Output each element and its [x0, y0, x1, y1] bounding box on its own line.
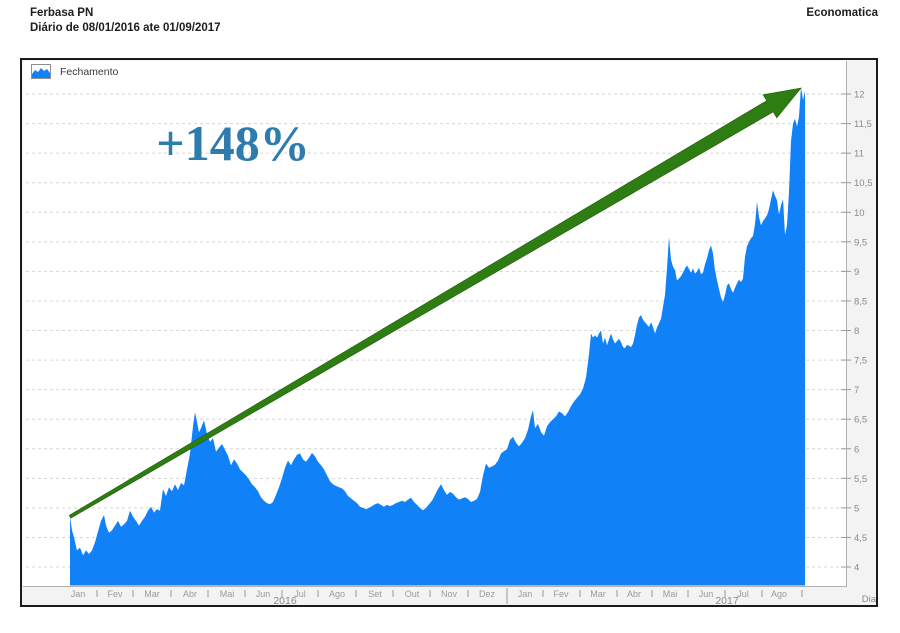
month-label: Nov: [441, 589, 458, 599]
y-tick-label: 4,5: [854, 533, 867, 544]
year-label-2016: 2016: [273, 595, 297, 607]
month-label: Jun: [699, 589, 714, 599]
y-tick-label: 8,5: [854, 296, 867, 307]
month-label: Jan: [71, 589, 86, 599]
page-subtitle: Diário de 08/01/2016 ate 01/09/2017: [30, 22, 221, 34]
month-label: Abr: [183, 589, 197, 599]
y-tick-label: 6: [854, 444, 859, 455]
y-axis-ticks: 12 11,5 11 10,5 10 9,5 9 8,5 8 7,5 7 6,5 6 5,5 5 4,5 4: [841, 90, 873, 574]
month-label: Mai: [220, 589, 235, 599]
x-axis-unit-label: Dia: [862, 594, 877, 605]
y-tick-label: 11,5: [854, 119, 872, 130]
y-tick-label: 10: [854, 208, 865, 219]
trend-arrow-shape: [68, 87, 802, 519]
area-series-icon: [31, 64, 51, 79]
month-label: Mar: [590, 589, 606, 599]
month-label: Ago: [771, 589, 787, 599]
y-tick-label: 9: [854, 267, 859, 278]
page-title: Ferbasa PN: [30, 7, 94, 19]
legend: Fechamento: [31, 64, 118, 79]
y-tick-label: 4: [854, 563, 859, 574]
legend-series-label: Fechamento: [60, 65, 119, 78]
month-label: Dez: [479, 589, 496, 599]
month-label: Jan: [518, 589, 533, 599]
y-tick-label: 12: [854, 90, 865, 101]
y-tick-label: 7: [854, 385, 859, 396]
year-label-2017: 2017: [715, 595, 739, 607]
growth-annotation: +148%: [156, 115, 310, 171]
month-label: Fev: [107, 589, 123, 599]
month-label: Jul: [294, 589, 306, 599]
price-area-series: [70, 86, 805, 586]
month-label: Jun: [256, 589, 271, 599]
y-tick-label: 9,5: [854, 237, 867, 248]
y-tick-label: 5,5: [854, 474, 867, 485]
month-label: Jul: [737, 589, 749, 599]
y-tick-label: 7,5: [854, 356, 867, 367]
month-label: Set: [368, 589, 382, 599]
month-label: Ago: [329, 589, 345, 599]
y-tick-label: 6,5: [854, 415, 867, 426]
month-label: Abr: [627, 589, 641, 599]
trend-arrow: [68, 87, 802, 519]
month-label: Out: [405, 589, 420, 599]
brand-label: Economatica: [806, 7, 878, 19]
y-tick-label: 8: [854, 326, 859, 337]
y-tick-label: 5: [854, 503, 859, 514]
month-label: Fev: [553, 589, 569, 599]
y-tick-label: 11: [854, 149, 864, 160]
area-fill: [70, 86, 805, 586]
month-label: Mai: [663, 589, 678, 599]
x-axis-ticks: Jan Fev Mar Abr Mai Jun Jul Ago Set Out Nov Dez Jan F…: [71, 588, 803, 604]
y-tick-label: 10,5: [854, 178, 873, 189]
month-label: Mar: [144, 589, 160, 599]
